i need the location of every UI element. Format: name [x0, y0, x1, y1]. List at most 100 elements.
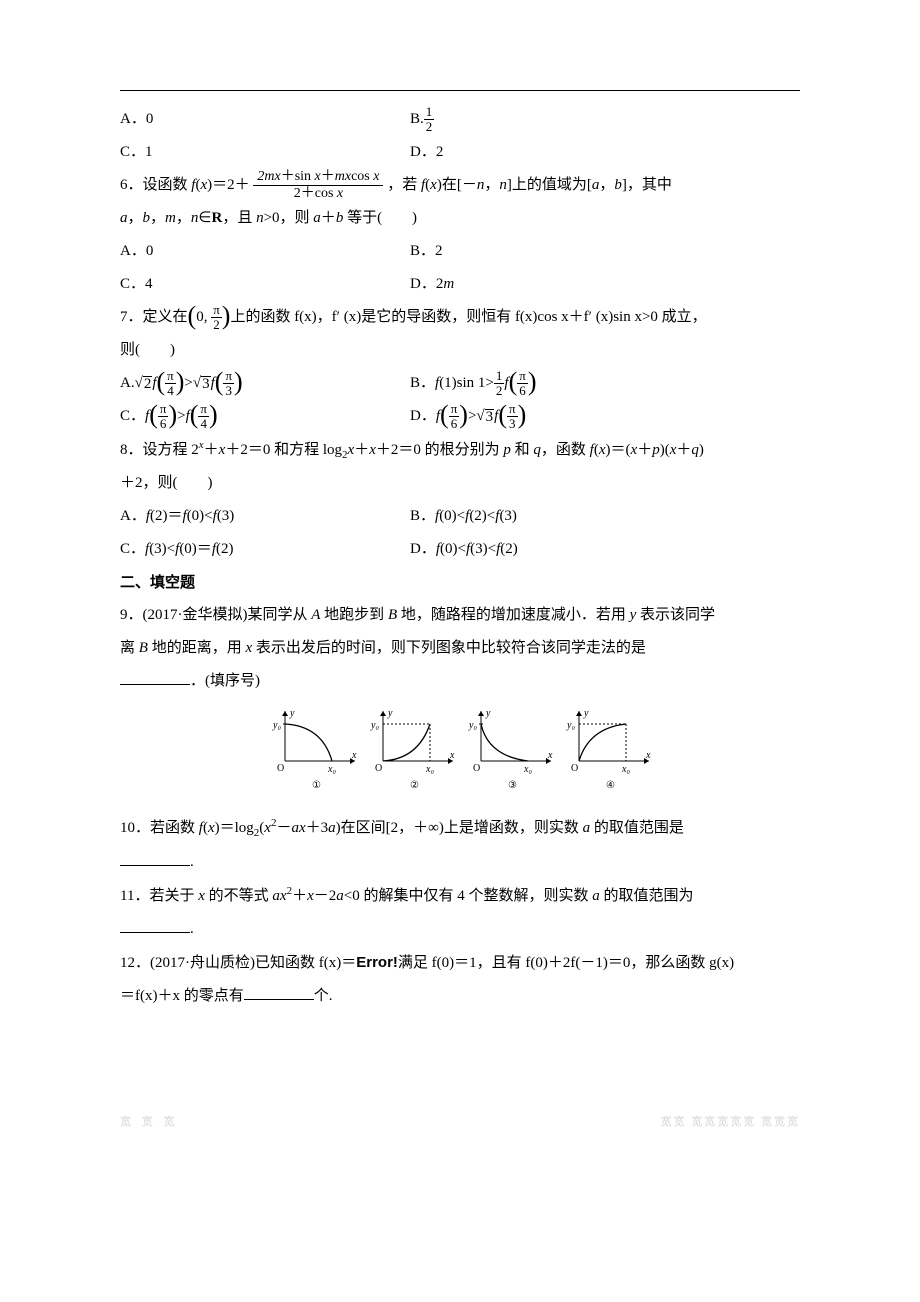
q8-opt-d: D．f(0)<f(3)<f(2): [410, 533, 800, 566]
q7-b-pre: B．: [410, 375, 435, 391]
q12-line2-post: 个.: [314, 988, 333, 1004]
q7-interval-left: 0,: [196, 309, 211, 325]
blank-fill: [244, 984, 314, 1000]
q6-row-cd: C．4 D．2m: [120, 268, 800, 301]
svg-text:y: y: [387, 708, 393, 719]
q5-opt-a: A．0: [120, 103, 410, 136]
svg-text:O: O: [473, 763, 480, 774]
q6-opt-a: A．0: [120, 235, 410, 268]
footer-left: 宽 宽 宽: [120, 1113, 179, 1129]
q7-opt-b: B．f(1)sin 1>12f(π6): [410, 367, 800, 400]
svg-text:④: ④: [606, 780, 615, 791]
frac-den: 2: [424, 120, 435, 134]
svg-text:x: x: [645, 750, 651, 761]
q9-line1: 9．(2017·金华模拟)某同学从 A 地跑步到 B 地，随路程的增加速度减小．…: [120, 599, 800, 632]
d: 4: [165, 384, 176, 398]
svg-text:y: y: [583, 708, 589, 719]
svg-text:x₀: x₀: [621, 764, 630, 775]
n: π: [165, 369, 176, 384]
frac-num: π: [211, 303, 222, 318]
q7-row-cd: C．f(π6)>f(π4) D．f(π6)>√3f(π3): [120, 400, 800, 433]
q7-opt-c: C．f(π6)>f(π4): [120, 400, 410, 433]
q6-opt-c: C．4: [120, 268, 410, 301]
d: 6: [158, 417, 169, 431]
svg-text:x₀: x₀: [425, 764, 434, 775]
q7-a-pre: A.: [120, 375, 135, 391]
svg-text:y₀: y₀: [370, 720, 379, 731]
q9-line3-text: ．(填序号): [190, 673, 260, 689]
q10-line2: .: [120, 846, 800, 879]
q12-pre: 12．(2017·舟山质检)已知函数 f(x)＝: [120, 955, 356, 971]
q7-opt-a: A.√2f(π4)>√3f(π3): [120, 367, 410, 400]
n: π: [507, 402, 518, 417]
q8-opt-c: C．f(3)<f(0)＝f(2): [120, 533, 410, 566]
q7-c-pre: C．: [120, 408, 145, 424]
svg-text:y₀: y₀: [272, 720, 281, 731]
q7-interval-frac: π2: [211, 303, 222, 333]
svg-text:x₀: x₀: [523, 764, 532, 775]
q11-line1: 11．若关于 x 的不等式 ax2＋x－2a<0 的解集中仅有 4 个整数解，则…: [120, 879, 800, 913]
q7-row-ab: A.√2f(π4)>√3f(π3) B．f(1)sin 1>12f(π6): [120, 367, 800, 400]
q8-line1: 8．设方程 2x＋x＋2＝0 和方程 log2x＋x＋2＝0 的根分别为 p 和…: [120, 433, 800, 467]
blank-fill: [120, 669, 190, 685]
q7-mid: 上的函数 f(x)，f′ (x)是它的导函数，则恒有 f(x)cos x＋f′ …: [230, 309, 706, 325]
page-footer: 宽 宽 宽 宽宽 宽宽宽宽宽 宽宽宽: [120, 1113, 800, 1169]
q8-row-cd: C．f(3)<f(0)＝f(2) D．f(0)<f(3)<f(2): [120, 533, 800, 566]
q7-pre: 7．定义在: [120, 309, 188, 325]
q5-opt-d: D．2: [410, 136, 800, 169]
q5-row1: A．0 B.12: [120, 103, 800, 136]
d: 6: [517, 384, 528, 398]
q9-line3: ．(填序号): [120, 665, 800, 698]
d: 4: [198, 417, 209, 431]
d: 6: [449, 417, 460, 431]
svg-text:x₀: x₀: [327, 764, 336, 775]
q12-line1: 12．(2017·舟山质检)已知函数 f(x)＝Error!满足 f(0)＝1，…: [120, 946, 800, 980]
q5-b-prefix: B.: [410, 111, 424, 127]
q8-line2: ＋2，则( ): [120, 467, 800, 500]
svg-text:O: O: [571, 763, 578, 774]
q12-mid: 满足 f(0)＝1，且有 f(0)＋2f(－1)＝0，那么函数 g(x): [398, 955, 734, 971]
q11-line2-text: .: [190, 921, 194, 937]
d: 3: [507, 417, 518, 431]
n: π: [517, 369, 528, 384]
n: π: [223, 369, 234, 384]
footer-right: 宽宽 宽宽宽宽宽 宽宽宽: [661, 1113, 801, 1129]
d: 2: [494, 384, 505, 398]
svg-text:③: ③: [508, 780, 517, 791]
svg-text:①: ①: [312, 780, 321, 791]
document-body: A．0 B.12 C．1 D．2 6．设函数 f(x)＝2＋ 2mx＋sin x…: [120, 91, 800, 1013]
q7-a-sqrt3: 3: [201, 376, 211, 392]
blank-fill: [120, 850, 190, 866]
q6-opt-d: D．2m: [410, 268, 800, 301]
gt: >: [184, 375, 192, 391]
q12-line2-pre: ＝f(x)＋x 的零点有: [120, 988, 244, 1004]
n: π: [449, 402, 460, 417]
q11-line2: .: [120, 913, 800, 946]
q8-row-ab: A．f(2)＝f(0)<f(3) B．f(0)<f(2)<f(3): [120, 500, 800, 533]
q9-line2: 离 B 地的距离，用 x 表示出发后的时间，则下列图象中比较符合该同学走法的是: [120, 632, 800, 665]
q6-eq: ＝2＋: [212, 177, 250, 193]
blank-fill: [120, 917, 190, 933]
q6-line2: a，b，m，n∈R，且 n>0，则 a＋b 等于( ): [120, 202, 800, 235]
svg-text:y: y: [485, 708, 491, 719]
svg-text:y₀: y₀: [468, 720, 477, 731]
n: π: [158, 402, 169, 417]
svg-text:x: x: [547, 750, 553, 761]
section-2-heading: 二、填空题: [120, 566, 800, 599]
q6-pre: 6．设函数: [120, 177, 191, 193]
q10-line1: 10．若函数 f(x)＝log2(x2－ax＋3a)在区间[2，＋∞)上是增函数…: [120, 811, 800, 845]
svg-text:O: O: [375, 763, 382, 774]
q7-d-sqrt3: 3: [485, 409, 495, 425]
q7-d-pre: D．: [410, 408, 436, 424]
q7-opt-d: D．f(π6)>√3f(π3): [410, 400, 800, 433]
n: 1: [494, 369, 505, 384]
gt: >: [177, 408, 185, 424]
svg-text:y: y: [289, 708, 295, 719]
q5-opt-b: B.12: [410, 103, 800, 136]
q6-line1: 6．设函数 f(x)＝2＋ 2mx＋sin x＋mxcos x2＋cos x ，…: [120, 169, 800, 202]
q9-graphs-svg: x y y₀ x₀ O ① x y y₀ x₀ O ②: [260, 706, 660, 794]
q6-row-ab: A．0 B．2: [120, 235, 800, 268]
q6-opt-b: B．2: [410, 235, 800, 268]
svg-text:②: ②: [410, 780, 419, 791]
q8-opt-b: B．f(0)<f(2)<f(3): [410, 500, 800, 533]
